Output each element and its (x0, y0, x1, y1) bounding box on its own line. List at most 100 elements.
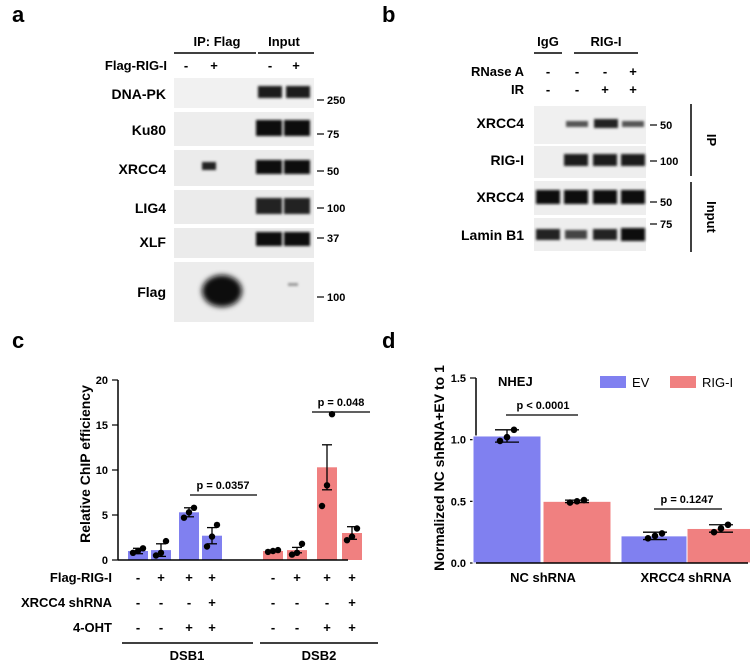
mw-marker: 75 (660, 219, 672, 231)
sign: - (575, 64, 579, 79)
data-point (323, 482, 331, 489)
mw-marker: 50 (327, 166, 339, 178)
sign: - (325, 595, 329, 610)
x-category-label: NC shRNA (510, 570, 576, 585)
igg-label: IgG (537, 34, 559, 49)
sign: - (575, 82, 579, 97)
sign: - (136, 570, 140, 585)
row-label: DNA-PK (112, 86, 166, 102)
data-point (717, 525, 725, 532)
band (621, 228, 645, 241)
sign: + (323, 620, 331, 635)
sign: + (208, 620, 216, 635)
band (256, 120, 282, 136)
band (564, 190, 588, 204)
band (564, 154, 588, 166)
ir-label: IR (511, 82, 525, 97)
flag-rig-i-label: Flag-RIG-I (105, 58, 167, 73)
band (256, 198, 282, 214)
band (566, 121, 588, 127)
sign: - (546, 82, 550, 97)
mw-marker: 250 (327, 95, 345, 107)
y-tick-label: 5 (102, 510, 108, 522)
band (284, 160, 310, 174)
sign: + (601, 82, 609, 97)
row-label: Flag (137, 284, 166, 300)
data-point (162, 537, 170, 545)
data-point (298, 540, 306, 547)
band (284, 232, 310, 246)
data-point (203, 543, 211, 550)
bar (686, 527, 750, 564)
band (565, 230, 587, 239)
mw-marker: 50 (660, 197, 672, 209)
sign: - (295, 595, 299, 610)
data-point (644, 535, 652, 542)
data-point (710, 528, 718, 536)
band (284, 198, 310, 214)
p-value: p = 0.1247 (661, 494, 714, 506)
panel-a-letter: a (12, 2, 25, 27)
y-tick-label: 1.5 (451, 373, 466, 385)
data-point (139, 545, 147, 552)
row-label: XRCC4 (477, 189, 525, 205)
mw-marker: 100 (327, 292, 345, 304)
band (621, 154, 645, 166)
bar (202, 535, 222, 560)
y-tick-label: 15 (96, 420, 108, 432)
y-tick-label: 10 (96, 465, 108, 477)
p-value: p = 0.048 (318, 397, 365, 409)
bar (263, 551, 283, 560)
band (593, 154, 617, 166)
rnase-label: RNase A (471, 64, 525, 79)
bar (472, 435, 542, 564)
y-axis: 0.0 0.5 1.0 1.5 (451, 373, 477, 570)
band (593, 190, 617, 204)
input-label: Input (268, 34, 300, 49)
band (622, 121, 644, 127)
p-value: p < 0.0001 (517, 400, 570, 412)
sign: - (159, 620, 163, 635)
data-point (566, 499, 574, 506)
ip-tag: IP (704, 134, 719, 147)
panel-b: b IgG RIG-I RNase A - - - + IR - - + + (382, 2, 719, 252)
legend-label: EV (632, 375, 650, 390)
sign: - (271, 595, 275, 610)
sign: - (184, 58, 188, 73)
data-point (264, 548, 272, 556)
legend-swatch-ev (600, 376, 626, 388)
y-axis-label: Relative ChIP efficiency (77, 385, 93, 543)
bar (542, 500, 612, 564)
bar (620, 535, 690, 564)
bar (317, 467, 337, 560)
band (284, 120, 310, 136)
bars (472, 435, 750, 564)
rig-i-label: RIG-I (590, 34, 621, 49)
band (202, 275, 242, 307)
y-tick-label: 1.0 (451, 435, 466, 447)
band (256, 232, 282, 246)
group-label-dsb1: DSB1 (170, 648, 205, 663)
data-point (343, 537, 351, 544)
sign: + (210, 58, 218, 73)
x-category-label: XRCC4 shRNA (640, 570, 732, 585)
y-tick-label: 0 (102, 555, 108, 567)
panel-d: d Normalized NC shRNA+EV to 1 0.0 0.5 1.0 1… (382, 328, 750, 585)
panel-d-letter: d (382, 328, 395, 353)
y-tick-label: 20 (96, 375, 108, 387)
data-point (348, 533, 356, 540)
sign: - (136, 620, 140, 635)
sign: + (629, 82, 637, 97)
data-point (580, 496, 588, 504)
mw-marker: 50 (660, 120, 672, 132)
row-label: XLF (140, 234, 167, 250)
group-label-dsb2: DSB2 (302, 648, 337, 663)
condition-table: Flag-RIG-I XRCC4 shRNA 4-OHT - + + + - + + +- - -… (21, 570, 356, 635)
row-label: LIG4 (135, 200, 166, 216)
sign: - (136, 595, 140, 610)
data-point (134, 547, 142, 555)
band (256, 160, 282, 174)
sig-bracket-dsb2: p = 0.048 (312, 397, 370, 413)
data-points (496, 426, 732, 542)
